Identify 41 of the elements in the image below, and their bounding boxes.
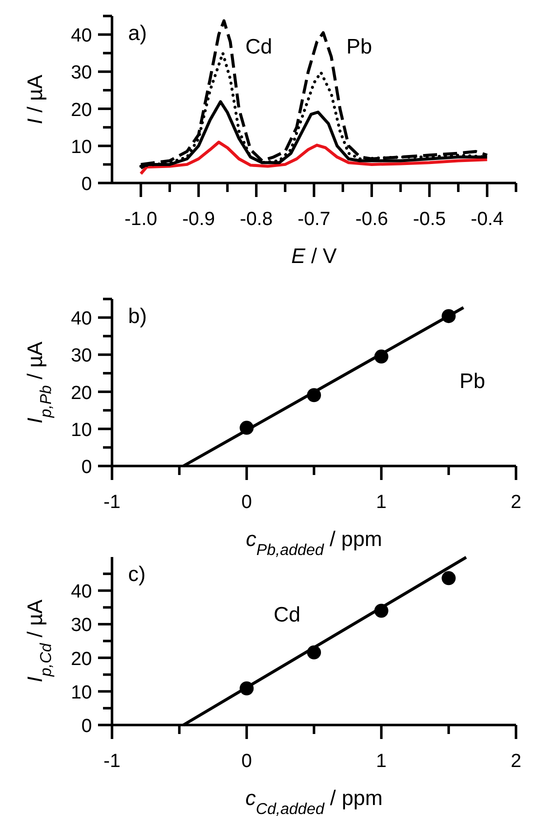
x-tick-label: -0.8 (240, 209, 273, 230)
x-tick-label: -0.4 (470, 209, 504, 230)
x-tick-label: -1 (104, 492, 120, 513)
x-tick-label: -1.0 (124, 209, 158, 230)
y-tick-label: 40 (70, 582, 92, 603)
x-tick-label: 2 (510, 751, 522, 772)
y-tick-label: 20 (70, 648, 92, 670)
y-tick-label: 0 (81, 716, 92, 737)
y-tick-label: 0 (81, 174, 92, 195)
x-tick-label: -1 (104, 751, 120, 772)
y-tick-label: 0 (81, 457, 92, 478)
x-axis-title: c$_{Pb,added}$ / ppm (246, 528, 382, 558)
y-axis-title: I / µA (24, 74, 47, 124)
y-tick-label: 40 (70, 308, 92, 330)
y-tick-label: 40 (70, 26, 92, 47)
y-tick-label: 20 (70, 100, 92, 121)
annotation: Cd (274, 603, 300, 626)
x-tick-label: -0.5 (413, 209, 446, 230)
y-tick-label: 20 (70, 382, 92, 404)
y-tick-label: 30 (70, 346, 92, 367)
x-tick-label: 1 (376, 751, 387, 772)
x-tick-label: -0.6 (355, 209, 388, 230)
annotation: a) (128, 22, 147, 46)
x-tick-label: 0 (241, 751, 252, 772)
x-tick-label: -0.9 (182, 209, 215, 230)
y-tick-label: 10 (70, 420, 92, 441)
annotation: Pb (459, 370, 486, 394)
annotation: b) (128, 305, 147, 328)
y-tick-label: 10 (70, 136, 92, 158)
annotation: c) (128, 563, 146, 586)
x-tick-label: 2 (510, 492, 522, 513)
x-tick-label: -0.7 (298, 209, 330, 230)
x-axis-title: c$_{Cd,added}$ / ppm (245, 787, 383, 816)
x-tick-label: 1 (376, 492, 387, 513)
x-axis-title: E / V (291, 245, 337, 268)
y-tick-label: 30 (70, 62, 92, 84)
annotation: Pb (346, 35, 372, 58)
y-tick-label: 10 (70, 682, 92, 704)
x-tick-label: 0 (241, 492, 252, 513)
annotation: Cd (245, 35, 272, 58)
y-tick-label: 30 (70, 615, 92, 636)
